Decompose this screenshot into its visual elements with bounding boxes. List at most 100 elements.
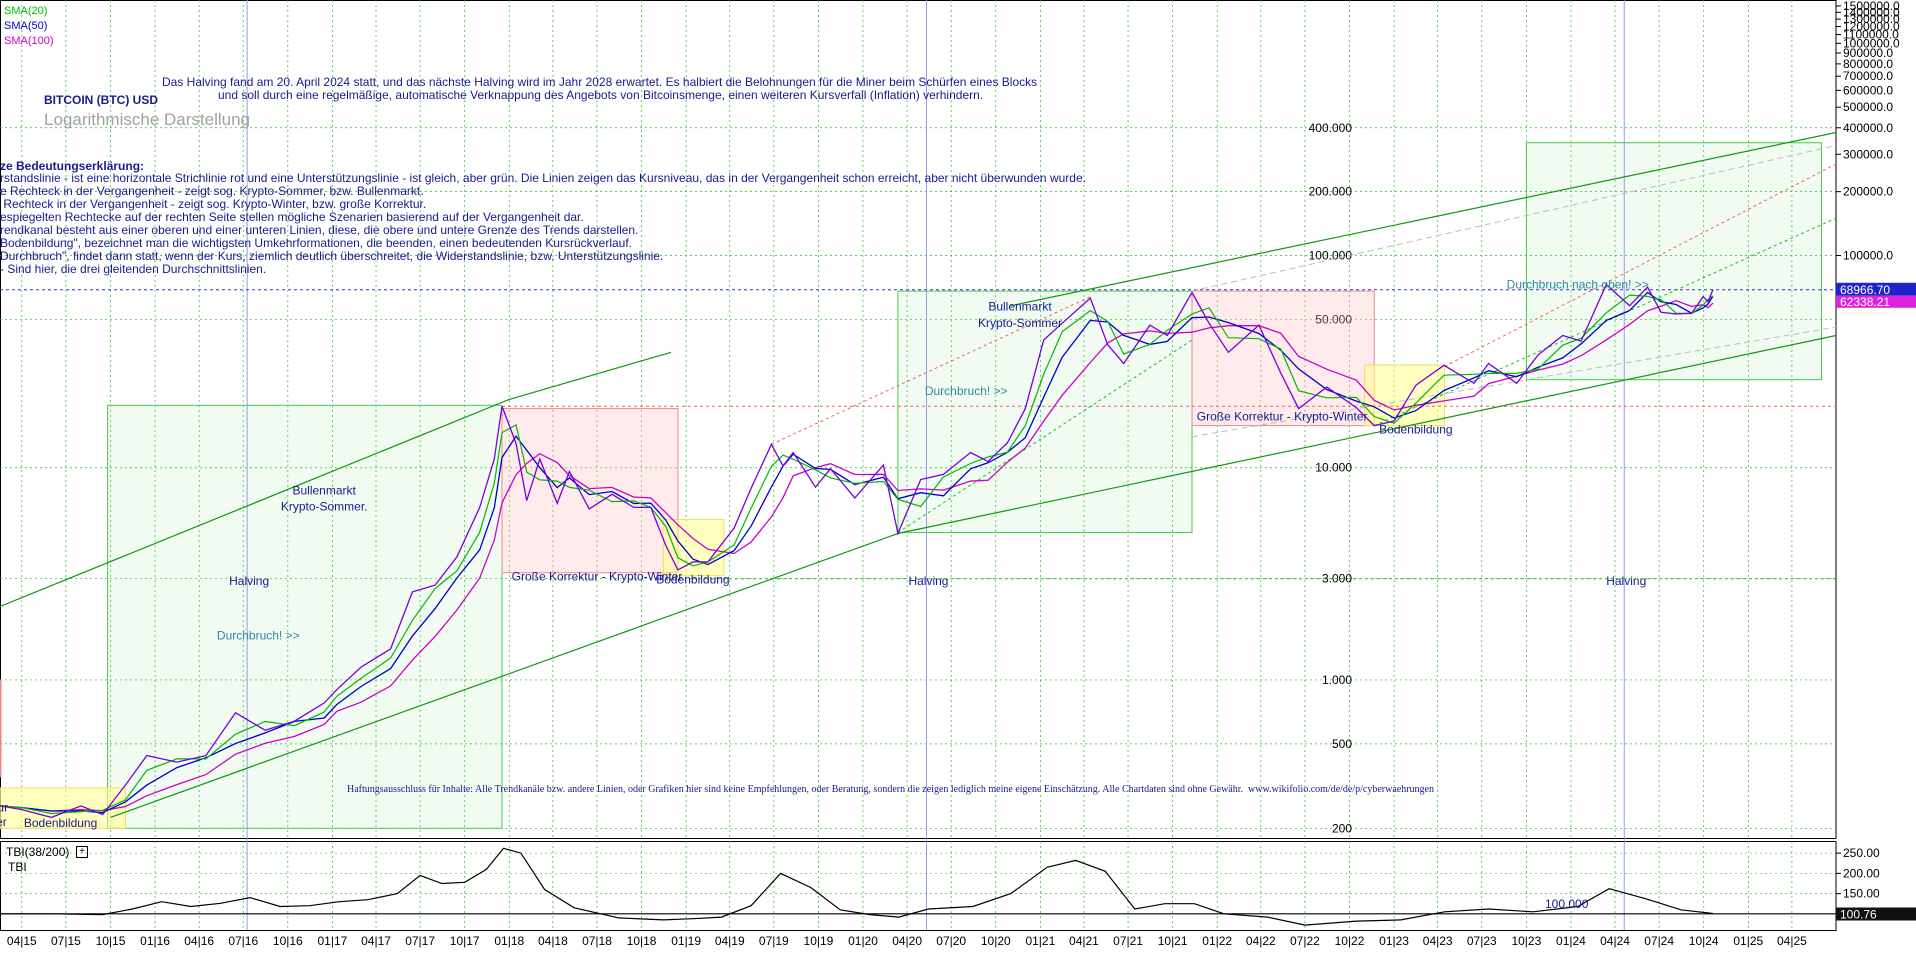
tbi-ref-label: 100.000 [1545, 897, 1589, 911]
y-right-tick-label: 900000.0 [1843, 46, 1893, 60]
x-tick-label: 10|20 [981, 934, 1011, 948]
sma100-label: SMA(100) [4, 35, 54, 47]
chart-annotation: Krypto-Sommer. [281, 499, 368, 513]
y-right-tick-label: 1400000.0 [1843, 5, 1900, 19]
y-inner-tick-label: 200.000 [1309, 185, 1353, 199]
x-tick-label: 01|24 [1556, 934, 1586, 948]
sma50-line [0, 291, 1714, 814]
bull-zone [107, 404, 503, 829]
tbi-tick-label: 200.00 [1843, 866, 1880, 880]
y-right-tick-label: 1300000.0 [1843, 12, 1900, 26]
chart-annotation: Bodenbildung [24, 816, 97, 830]
sma100-line [0, 300, 1714, 812]
x-tick-label: 10|15 [96, 934, 126, 948]
legend-line: rendkanal besteht aus einer oberen und e… [0, 223, 639, 237]
tbi-line [0, 847, 1713, 926]
x-tick-label: 04|25 [1777, 934, 1807, 948]
sma50-label: SMA(50) [4, 20, 48, 32]
x-tick-label: 07|24 [1644, 934, 1674, 948]
chart-annotation: Bullenmarkt [988, 300, 1052, 314]
x-tick-label: 01|22 [1202, 934, 1232, 948]
tbi-sub-label: TBI [8, 860, 27, 874]
x-tick-label: 10|17 [450, 934, 480, 948]
y-right-tick-label: 100000.0 [1843, 249, 1893, 263]
legend-line: rstandslinie - ist eine horizontale Stri… [0, 171, 1086, 185]
info-text-line-1: Das Halving fand am 20. April 2024 statt… [162, 75, 1038, 89]
x-tick-label: 01|19 [671, 934, 701, 948]
price-line [0, 283, 1714, 819]
halving-label: Halving [908, 574, 948, 588]
halving-label: Halving [1606, 574, 1646, 588]
x-tick-label: 04|24 [1600, 934, 1630, 948]
x-tick-label: 07|17 [405, 934, 435, 948]
x-tick-label: 07|21 [1113, 934, 1143, 948]
x-tick-label: 04|21 [1069, 934, 1099, 948]
last-price-box [1836, 282, 1916, 296]
legend-line: Durchbruch", findet dann statt, wenn der… [0, 249, 664, 263]
x-tick-label: 04|23 [1423, 934, 1453, 948]
chart-annotation: Durchbruch nach oben! >> [1507, 277, 1649, 291]
x-tick-label: 01|17 [318, 934, 348, 948]
legend-line: Bodenbildung", bezeichnet man die wichti… [0, 236, 632, 250]
x-tick-label: 04|17 [361, 934, 391, 948]
chart-annotation: -Winter [0, 815, 7, 829]
projection-line-red [771, 296, 1091, 445]
x-tick-label: 07|15 [51, 934, 81, 948]
chart-annotation: Große Korrektur - Krypto-Winter [512, 569, 683, 583]
tbi-last-value-label: 100.76 [1840, 908, 1877, 922]
x-tick-label: 04|16 [184, 934, 214, 948]
bull-zone [1525, 142, 1822, 381]
legend-line: e Rechteck in der Vergangenheit - zeigt … [0, 184, 424, 198]
x-tick-label: 07|18 [582, 934, 612, 948]
legend-line: espiegelten Rechtecke auf der rechten Se… [0, 210, 584, 224]
legend-line: Rechteck in der Vergangenheit - zeigt so… [0, 197, 427, 211]
projection-line-green [897, 339, 1193, 534]
chart-annotation: Bullenmarkt [292, 483, 356, 497]
x-tick-label: 07|20 [936, 934, 966, 948]
y-right-tick-label: 700000.0 [1843, 69, 1893, 83]
tbi-expand-button[interactable]: + [76, 846, 88, 858]
x-tick-label: 04|22 [1246, 934, 1276, 948]
x-tick-label: 10|21 [1158, 934, 1188, 948]
x-tick-label: 07|19 [759, 934, 789, 948]
x-tick-label: 04|19 [715, 934, 745, 948]
y-right-tick-label: 1000000.0 [1843, 36, 1900, 50]
tbi-plot-frame [0, 841, 1837, 931]
x-tick-label: 01|23 [1379, 934, 1409, 948]
chart-annotation: Große Korrektur - Krypto-Winter [1197, 409, 1368, 423]
y-right-tick-label: 300000.0 [1843, 147, 1893, 161]
bottom-zone [662, 519, 725, 577]
y-inner-tick-label: 200 [1332, 821, 1352, 835]
bear-zone [0, 679, 2, 778]
tbi-last-value-box [1836, 907, 1916, 921]
price-plot-frame [0, 0, 1837, 839]
chart-annotation: Durchbruch! >> [217, 629, 300, 643]
chart-title: BITCOIN (BTC) USD [44, 93, 158, 107]
y-inner-tick-label: 10.000 [1315, 461, 1352, 475]
projection-line [1191, 326, 1837, 438]
sma-value-label: 62338.21 [1840, 295, 1890, 309]
tbi-tick-label: 250.00 [1843, 846, 1880, 860]
projection-line [1191, 145, 1837, 292]
sma20-line [0, 294, 1714, 815]
x-tick-label: 01|20 [848, 934, 878, 948]
chart-annotation: orrektur [0, 800, 8, 814]
x-tick-label: 07|23 [1467, 934, 1497, 948]
x-tick-label: 04|15 [7, 934, 37, 948]
chart-annotation: Bodenbildung [1379, 423, 1452, 437]
trend-upper-line-1 [0, 351, 672, 608]
chart-subtitle: Logarithmische Darstellung [44, 110, 250, 129]
x-tick-label: 10|19 [804, 934, 834, 948]
tbi-tick-label: 150.00 [1843, 887, 1880, 901]
chart-annotation: Krypto-Sommer [978, 316, 1062, 330]
disclaimer-text: Haftungsausschluss für Inhalte: Alle Tre… [347, 784, 1434, 795]
x-tick-label: 01|21 [1025, 934, 1055, 948]
y-inner-tick-label: 1.000 [1322, 673, 1352, 687]
sma20-label: SMA(20) [4, 5, 48, 17]
x-tick-label: 01|16 [140, 934, 170, 948]
legend-title: ze Bedeutungserklärung: [0, 159, 145, 173]
y-inner-tick-label: 500 [1332, 737, 1352, 751]
y-right-tick-label: 1500000.0 [1843, 0, 1900, 13]
